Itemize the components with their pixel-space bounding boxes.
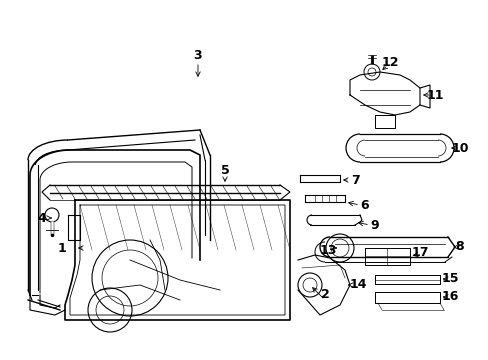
- Text: 6: 6: [360, 198, 368, 212]
- Text: 9: 9: [370, 219, 379, 231]
- Text: 4: 4: [38, 212, 46, 225]
- Text: 13: 13: [319, 243, 336, 256]
- Text: 3: 3: [193, 49, 202, 62]
- Text: 8: 8: [455, 240, 464, 253]
- Text: 2: 2: [320, 288, 329, 302]
- Text: 12: 12: [381, 55, 398, 68]
- Text: 1: 1: [58, 242, 66, 255]
- Text: 17: 17: [410, 246, 428, 258]
- Text: 15: 15: [440, 273, 458, 285]
- Text: 10: 10: [450, 141, 468, 154]
- Text: 14: 14: [348, 279, 366, 292]
- Text: 5: 5: [220, 163, 229, 176]
- Text: 11: 11: [426, 89, 443, 102]
- Text: 16: 16: [440, 291, 458, 303]
- Text: 7: 7: [350, 174, 359, 186]
